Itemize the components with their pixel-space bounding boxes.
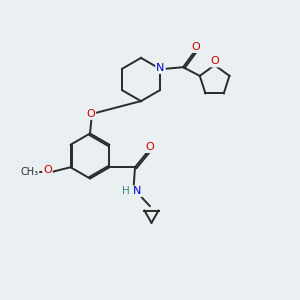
Text: O: O <box>146 142 154 152</box>
Text: N: N <box>156 63 164 73</box>
Text: O: O <box>43 165 52 175</box>
Text: CH₃: CH₃ <box>20 167 38 177</box>
Text: O: O <box>192 42 200 52</box>
Text: H: H <box>122 186 130 196</box>
Text: N: N <box>133 186 141 196</box>
Text: O: O <box>86 109 95 119</box>
Text: O: O <box>211 56 220 67</box>
